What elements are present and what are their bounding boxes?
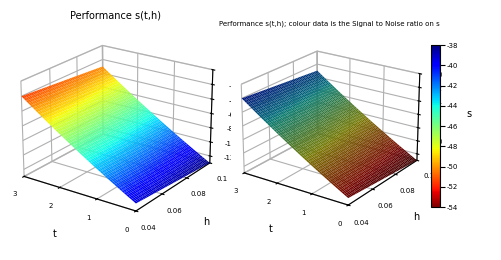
Y-axis label: h: h bbox=[412, 212, 419, 222]
Title: Performance s(t,h); colour data is the Signal to Noise ratio on s: Performance s(t,h); colour data is the S… bbox=[218, 20, 438, 27]
Y-axis label: h: h bbox=[203, 217, 209, 226]
X-axis label: t: t bbox=[53, 229, 57, 239]
Title: Performance s(t,h): Performance s(t,h) bbox=[70, 10, 160, 20]
X-axis label: t: t bbox=[269, 224, 273, 234]
